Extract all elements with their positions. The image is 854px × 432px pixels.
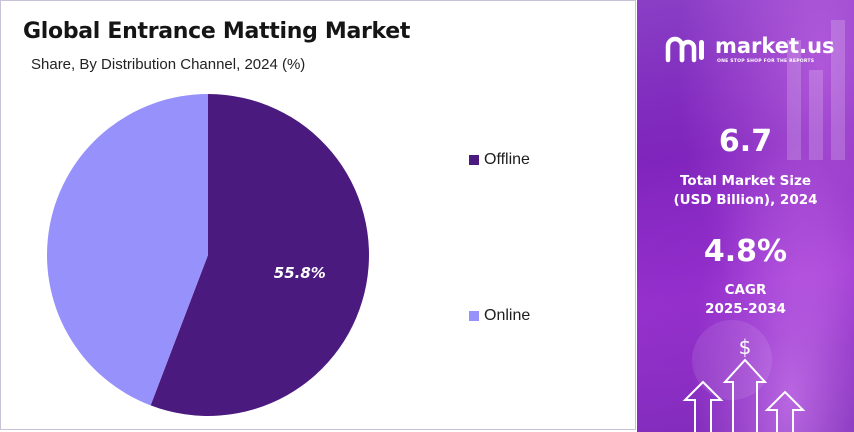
cagr-value: 4.8% <box>703 234 788 269</box>
pie-slice-offline <box>150 94 369 416</box>
legend-swatch <box>469 311 479 321</box>
market-size-label-line2: (USD Billion), 2024 <box>673 192 818 208</box>
legend-label: Online <box>484 307 531 324</box>
market-size-value: 6.7 <box>718 124 773 159</box>
growth-arrows: $ <box>682 335 806 432</box>
market-size-label-line1: Total Market Size <box>679 173 812 189</box>
pie-slice-online <box>46 94 209 406</box>
chart-legend: Offline Online <box>469 147 609 337</box>
chart-panel: Global Entrance Matting Market Share, By… <box>0 0 636 430</box>
up-arrow-icon <box>682 358 806 432</box>
chart-title: Global Entrance Matting Market <box>23 19 411 44</box>
brand-tagline: ONE STOP SHOP FOR THE REPORTS <box>717 59 815 64</box>
legend-swatch <box>469 155 479 165</box>
market-us-logo-icon <box>665 36 704 63</box>
chart-subtitle: Share, By Distribution Channel, 2024 (%) <box>31 56 306 73</box>
summary-panel: market.us ONE STOP SHOP FOR THE REPORTS … <box>637 0 854 432</box>
pie-chart: 55.8% <box>46 94 369 416</box>
legend-item-online: Online <box>469 307 530 325</box>
dollar-icon: $ <box>739 335 752 359</box>
legend-label: Offline <box>484 151 530 168</box>
cagr-label-line1: CAGR <box>724 282 767 298</box>
background-bars-decoration <box>692 20 845 400</box>
brand-name: market.us <box>715 34 835 58</box>
legend-item-offline: Offline <box>469 151 530 169</box>
cagr-label-line2: 2025-2034 <box>705 301 786 317</box>
svg-text:$: $ <box>739 335 752 359</box>
pie-label-offline: 55.8% <box>274 264 326 282</box>
brand: market.us ONE STOP SHOP FOR THE REPORTS <box>665 34 845 68</box>
